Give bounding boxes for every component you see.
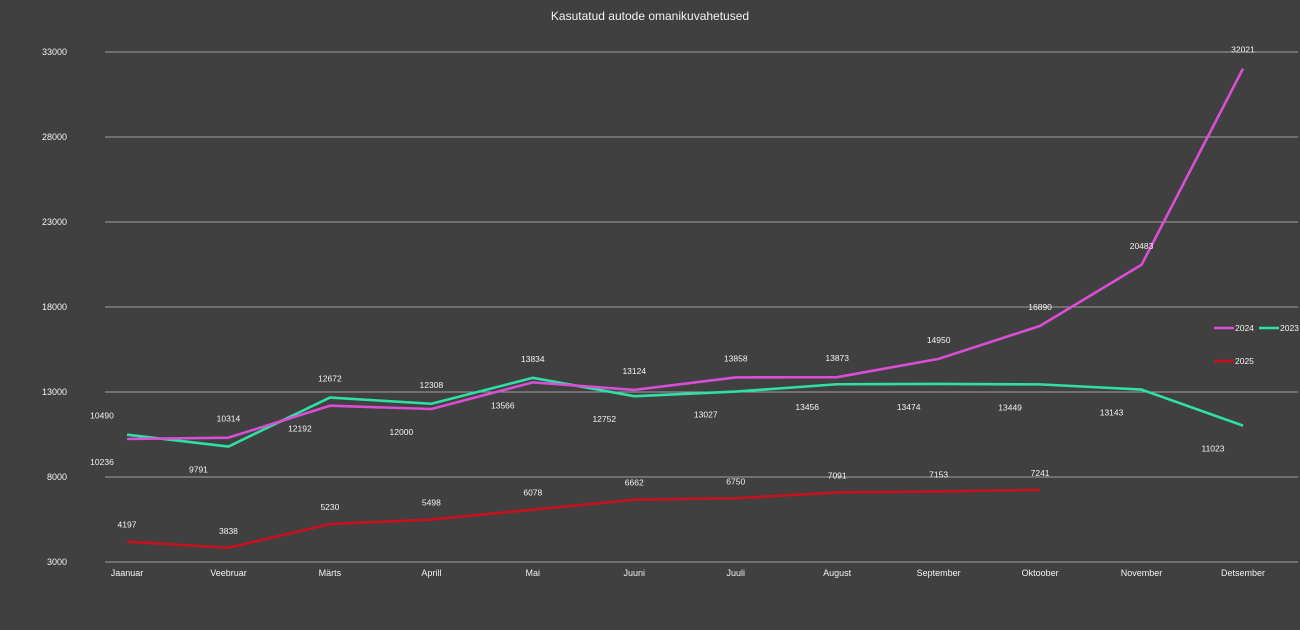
data-label-2024: 13858	[724, 353, 748, 363]
data-label-2024: 13873	[825, 353, 849, 363]
x-tick-label: Aprill	[421, 568, 441, 578]
data-label-2023: 12752	[592, 414, 616, 424]
data-label-2023: 13143	[1100, 408, 1124, 418]
x-tick-label: Veebruar	[210, 568, 247, 578]
data-label-2024: 20483	[1130, 241, 1154, 251]
data-label-2024: 14950	[927, 335, 951, 345]
data-label-2023: 9791	[189, 465, 208, 475]
data-label-2023: 12672	[318, 374, 342, 384]
data-label-2025: 6750	[726, 476, 745, 486]
data-label-2024: 12000	[390, 427, 414, 437]
y-tick-label: 18000	[42, 302, 67, 312]
x-tick-label: Märts	[319, 568, 342, 578]
legend-label: 2024	[1235, 323, 1254, 333]
data-labels: 10236 10314 12192 12000 13566 13124 13858 13873…	[90, 45, 1255, 536]
data-label-2023: 13834	[521, 354, 545, 364]
data-label-2023: 12308	[420, 380, 444, 390]
data-label-2024: 10236	[90, 457, 114, 467]
data-label-2023: 10490	[90, 411, 114, 421]
legend-item-2024: 2024	[1214, 323, 1254, 333]
data-label-2025: 6078	[523, 488, 542, 498]
data-label-2025: 5230	[320, 502, 339, 512]
chart-title: Kasutatud autode omanikuvahetused	[551, 9, 749, 23]
legend-label: 2023	[1280, 323, 1299, 333]
y-tick-label: 13000	[42, 387, 67, 397]
data-label-2023: 11023	[1201, 444, 1224, 454]
data-label-2024: 10314	[217, 414, 241, 424]
data-label-2024: 12192	[288, 424, 312, 434]
data-label-2024: 16890	[1028, 302, 1052, 312]
y-tick-label: 8000	[47, 472, 67, 482]
data-label-2025: 4197	[118, 520, 137, 530]
data-label-2024: 13566	[491, 400, 515, 410]
data-label-2025: 6662	[625, 478, 644, 488]
series-line-2023	[126, 376, 1244, 448]
legend: 2024 2023 2025	[1214, 323, 1299, 366]
x-tick-label: November	[1121, 568, 1163, 578]
data-label-2025: 7091	[828, 470, 847, 480]
x-tick-label: Mai	[526, 568, 541, 578]
data-label-2025: 7153	[929, 469, 948, 479]
x-tick-label: Juuli	[726, 568, 745, 578]
series-line-2025	[126, 488, 1041, 550]
legend-item-2023: 2023	[1259, 323, 1299, 333]
data-label-2023: 13027	[694, 410, 718, 420]
data-label-2023: 13449	[998, 402, 1022, 412]
legend-item-2025: 2025	[1214, 356, 1254, 366]
x-tick-label: Detsember	[1221, 568, 1265, 578]
data-label-2023: 13456	[795, 402, 819, 412]
y-tick-label: 33000	[42, 47, 67, 57]
series-lines	[126, 68, 1245, 550]
y-tick-label: 3000	[47, 557, 67, 567]
y-tick-label: 23000	[42, 217, 67, 227]
y-tick-label: 28000	[42, 132, 67, 142]
data-label-2023: 13474	[897, 402, 921, 412]
series-line-2024	[126, 68, 1245, 441]
x-tick-label: August	[823, 568, 852, 578]
x-tick-label: Jaanuar	[111, 568, 144, 578]
data-label-2025: 7241	[1031, 468, 1050, 478]
y-axis-ticks: 3000 8000 13000 18000 23000 28000 33000	[42, 47, 67, 567]
x-axis-ticks: Jaanuar Veebruar Märts Aprill Mai Juuni Juuli A…	[111, 568, 1265, 578]
data-label-2024: 13124	[622, 366, 646, 376]
x-tick-label: Oktoober	[1022, 568, 1059, 578]
x-tick-label: September	[917, 568, 961, 578]
data-label-2025: 3838	[219, 526, 238, 536]
legend-label: 2025	[1235, 356, 1254, 366]
data-label-2025: 5498	[422, 498, 441, 508]
data-label-2024: 32021	[1231, 45, 1255, 55]
x-tick-label: Juuni	[624, 568, 646, 578]
